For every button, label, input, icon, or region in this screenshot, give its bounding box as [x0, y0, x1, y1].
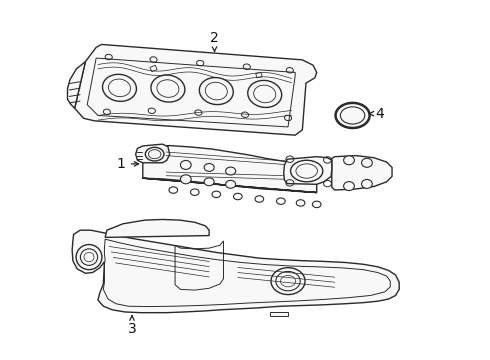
- Ellipse shape: [204, 178, 214, 186]
- Ellipse shape: [225, 167, 236, 175]
- Text: 4: 4: [369, 107, 384, 121]
- Polygon shape: [284, 157, 332, 184]
- Polygon shape: [256, 72, 262, 78]
- Polygon shape: [68, 62, 85, 108]
- Ellipse shape: [336, 103, 369, 128]
- Ellipse shape: [362, 180, 372, 188]
- Polygon shape: [136, 144, 170, 163]
- Text: 3: 3: [128, 316, 136, 336]
- Ellipse shape: [199, 77, 233, 105]
- Polygon shape: [143, 145, 317, 193]
- Ellipse shape: [362, 158, 372, 167]
- Polygon shape: [150, 65, 157, 72]
- Ellipse shape: [343, 156, 354, 165]
- Ellipse shape: [225, 180, 236, 188]
- Polygon shape: [74, 44, 317, 135]
- Ellipse shape: [180, 161, 191, 170]
- Ellipse shape: [102, 74, 136, 102]
- Ellipse shape: [180, 175, 191, 184]
- Text: 2: 2: [210, 31, 219, 51]
- Text: 1: 1: [117, 157, 139, 171]
- Polygon shape: [270, 312, 288, 316]
- Polygon shape: [105, 220, 209, 237]
- Ellipse shape: [76, 244, 102, 270]
- Ellipse shape: [151, 75, 185, 102]
- Polygon shape: [332, 156, 392, 190]
- Ellipse shape: [343, 181, 354, 190]
- Polygon shape: [72, 230, 399, 313]
- Ellipse shape: [204, 163, 214, 171]
- Ellipse shape: [248, 80, 282, 107]
